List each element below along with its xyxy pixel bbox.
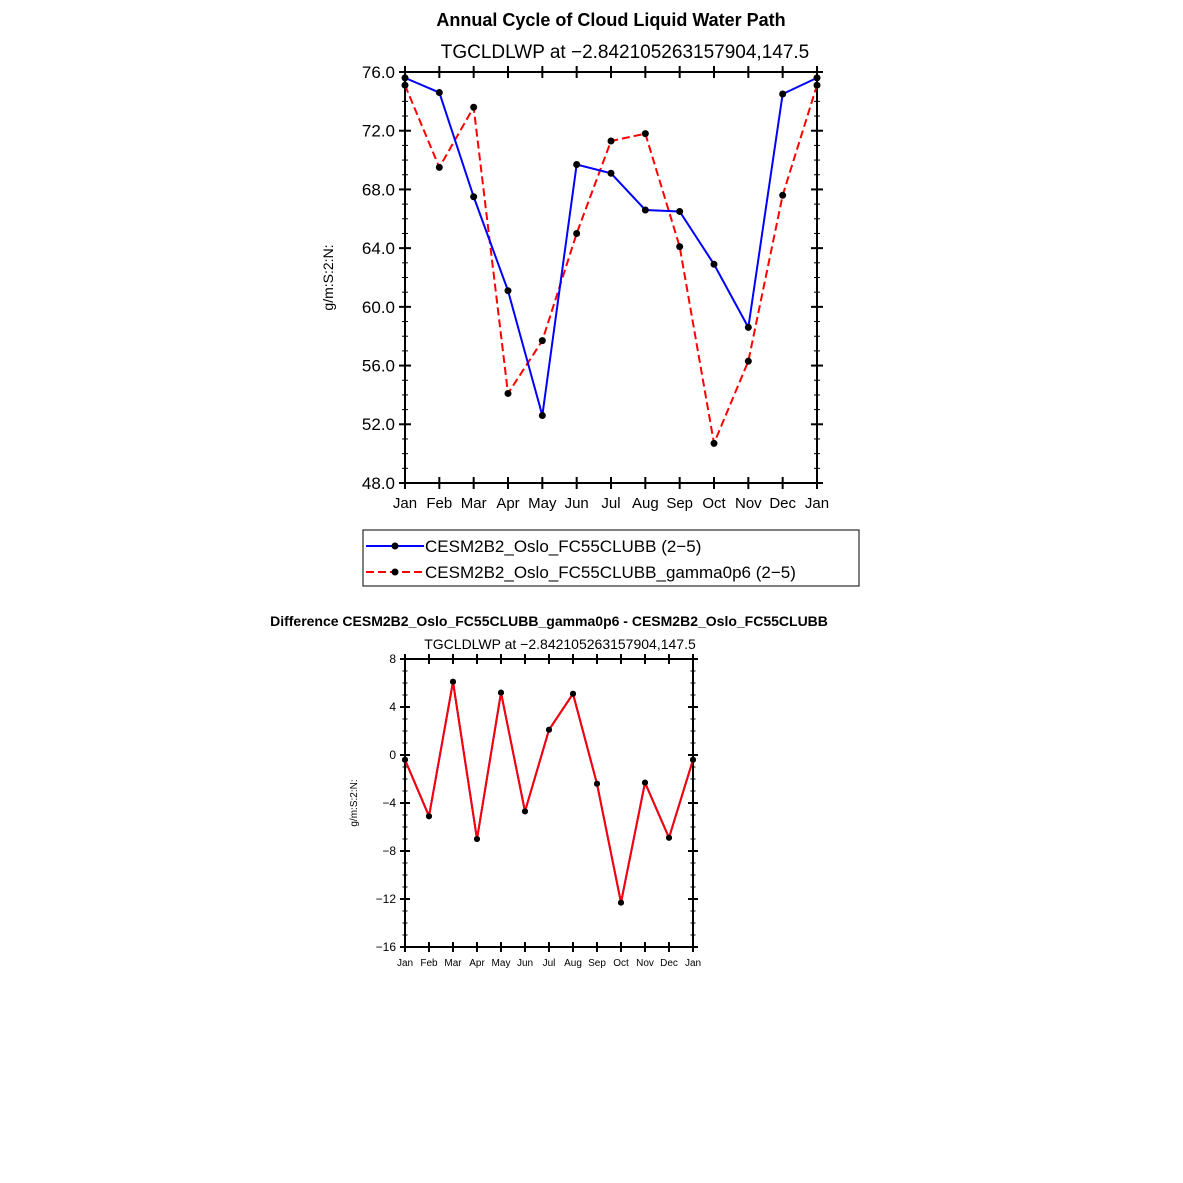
y-tick-label: 60.0	[362, 298, 395, 317]
x-tick-label: May	[528, 495, 557, 512]
x-tick-label: Oct	[702, 495, 726, 512]
data-point	[710, 260, 718, 268]
y-tick-label: −8	[382, 844, 396, 858]
data-point	[498, 689, 504, 696]
y-tick-label: −4	[382, 796, 396, 810]
data-point	[570, 690, 576, 697]
x-tick-label: Feb	[426, 495, 452, 512]
data-point	[538, 337, 546, 345]
data-point	[641, 130, 649, 138]
data-point	[504, 287, 512, 295]
data-point	[573, 160, 581, 168]
difference-plot: −16 −12 −8 −4 0 4 8 Jan Feb Mar Apr May Jun Jul Aug Sep…	[349, 652, 701, 969]
data-point	[594, 780, 600, 787]
y-tick-label: 0	[389, 748, 396, 762]
plot-frame	[404, 658, 694, 948]
x-tick-label: Nov	[636, 958, 654, 969]
x-tick-label: Mar	[444, 958, 462, 969]
data-point	[813, 81, 821, 89]
y-tick-label: 56.0	[362, 357, 395, 376]
series-line-0	[404, 681, 694, 903]
x-tick-label: Dec	[769, 495, 796, 512]
data-point	[435, 163, 443, 171]
x-tick-label: Aug	[564, 958, 582, 969]
y-tick-label: 4	[389, 700, 396, 714]
data-point	[522, 808, 528, 815]
legend-label: CESM2B2_Oslo_FC55CLUBB_gamma0p6 (2−5)	[425, 563, 796, 582]
y-tick-label: 64.0	[362, 239, 395, 258]
x-tick-label: Apr	[496, 495, 519, 512]
legend-marker	[391, 568, 399, 576]
x-tick-label: Nov	[735, 495, 762, 512]
data-point	[618, 899, 624, 906]
x-tick-label: Dec	[660, 958, 678, 969]
x-tick-label: Apr	[469, 958, 485, 969]
data-point	[690, 756, 696, 763]
x-tick-label: Jan	[805, 495, 829, 512]
diff-chart-title: Difference CESM2B2_Oslo_FC55CLUBB_gamma0…	[270, 613, 828, 629]
data-point	[573, 229, 581, 237]
x-tick-label: Jun	[565, 495, 589, 512]
x-tick-label: Jun	[517, 958, 533, 969]
data-point	[401, 81, 409, 89]
data-point	[470, 193, 478, 201]
data-point	[710, 439, 718, 447]
data-point	[504, 389, 512, 397]
x-tick-label: Feb	[420, 958, 438, 969]
y-tick-label: 8	[389, 652, 396, 666]
data-point	[779, 90, 787, 98]
y-tick-label: 76.0	[362, 63, 395, 82]
legend-label: CESM2B2_Oslo_FC55CLUBB (2−5)	[425, 537, 701, 556]
data-point	[474, 836, 480, 842]
legend: CESM2B2_Oslo_FC55CLUBB (2−5) CESM2B2_Oslo…	[362, 529, 860, 587]
data-point	[607, 137, 615, 145]
data-point	[641, 206, 649, 214]
x-tick-label: Sep	[588, 958, 606, 969]
y-tick-label: 68.0	[362, 180, 395, 199]
x-tick-label: Aug	[632, 495, 659, 512]
x-tick-label: Jan	[397, 958, 413, 969]
data-point	[676, 243, 684, 251]
data-point	[744, 357, 752, 365]
series-line-0	[404, 76, 818, 416]
data-point	[401, 74, 409, 82]
data-point	[642, 779, 648, 786]
x-tick-label: Jul	[543, 958, 556, 969]
chart-title: Annual Cycle of Cloud Liquid Water Path	[436, 10, 785, 30]
data-point	[435, 89, 443, 97]
data-point	[607, 169, 615, 177]
data-point	[666, 834, 672, 841]
legend-box	[362, 529, 860, 587]
y-axis-label: g/m:S:2:N:	[349, 779, 360, 826]
x-tick-label: Jan	[685, 958, 701, 969]
y-tick-label: −16	[376, 940, 397, 954]
data-point	[676, 207, 684, 215]
x-tick-label: Jan	[393, 495, 417, 512]
chart-subtitle: TGCLDLWP at −2.842105263157904,147.5	[441, 42, 810, 63]
data-point	[470, 103, 478, 111]
x-tick-label: Oct	[613, 958, 629, 969]
data-point	[744, 323, 752, 331]
y-tick-label: 72.0	[362, 122, 395, 141]
y-tick-label: 52.0	[362, 415, 395, 434]
y-axis-label: g/m:S:2:N:	[320, 244, 336, 310]
data-point	[450, 678, 456, 685]
x-tick-label: Mar	[461, 495, 487, 512]
data-point	[426, 813, 432, 820]
data-point	[813, 74, 821, 82]
data-point	[546, 726, 552, 733]
data-point	[402, 756, 408, 763]
data-point	[779, 191, 787, 199]
data-point	[538, 411, 546, 419]
y-tick-label: −12	[376, 892, 397, 906]
x-tick-label: May	[492, 958, 511, 969]
x-tick-label: Jul	[601, 495, 620, 512]
x-tick-label: Sep	[666, 495, 693, 512]
main-plot: 48.0 52.0 56.0 60.0 64.0 68.0 72.0 76.0 Jan Feb Ma…	[320, 63, 829, 512]
legend-marker	[391, 542, 399, 550]
diff-chart-subtitle: TGCLDLWP at −2.842105263157904,147.5	[424, 636, 696, 652]
y-tick-label: 48.0	[362, 474, 395, 493]
